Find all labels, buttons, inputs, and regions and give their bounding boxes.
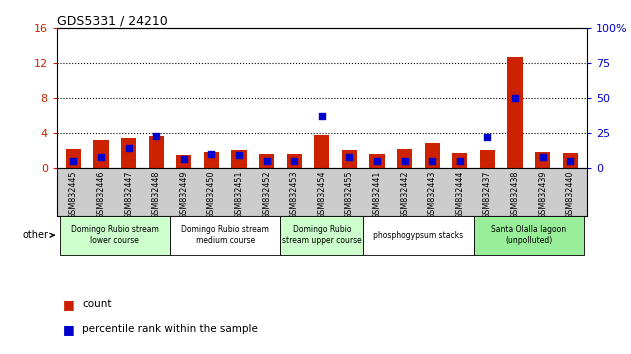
Text: GSM832441: GSM832441 — [372, 170, 382, 218]
Text: GSM832451: GSM832451 — [235, 170, 244, 219]
Point — [317, 113, 327, 119]
Text: GSM832443: GSM832443 — [428, 170, 437, 218]
Point — [345, 154, 355, 159]
Bar — [121, 138, 136, 168]
Point — [179, 156, 189, 162]
Text: other: other — [23, 230, 54, 240]
Bar — [480, 150, 495, 168]
Point — [372, 158, 382, 164]
Bar — [204, 152, 219, 168]
Text: GSM832444: GSM832444 — [456, 170, 464, 218]
Bar — [369, 154, 385, 168]
Point — [234, 152, 244, 158]
Bar — [452, 153, 468, 168]
Bar — [342, 150, 357, 168]
Point — [206, 151, 216, 156]
Text: GSM832453: GSM832453 — [290, 170, 298, 219]
Point — [68, 158, 78, 164]
Text: GSM832449: GSM832449 — [179, 170, 188, 219]
Text: GSM832445: GSM832445 — [69, 170, 78, 219]
Point — [124, 145, 134, 151]
Bar — [93, 140, 109, 168]
Text: Santa Olalla lagoon
(unpolluted): Santa Olalla lagoon (unpolluted) — [492, 225, 567, 245]
Text: phosphogypsum stacks: phosphogypsum stacks — [374, 231, 464, 240]
Text: GSM832455: GSM832455 — [345, 170, 354, 219]
Bar — [280, 216, 363, 255]
Text: count: count — [82, 299, 112, 309]
Text: GDS5331 / 24210: GDS5331 / 24210 — [57, 14, 168, 27]
Text: Domingo Rubio stream
lower course: Domingo Rubio stream lower course — [71, 225, 159, 245]
Bar — [59, 216, 170, 255]
Text: percentile rank within the sample: percentile rank within the sample — [82, 324, 258, 334]
Bar — [259, 154, 274, 168]
Text: GSM832439: GSM832439 — [538, 170, 547, 219]
Text: ■: ■ — [63, 298, 75, 311]
Bar — [535, 152, 550, 168]
Point — [151, 133, 162, 138]
Bar — [474, 216, 584, 255]
Bar — [563, 153, 578, 168]
Text: GSM832442: GSM832442 — [400, 170, 409, 219]
Text: GSM832447: GSM832447 — [124, 170, 133, 219]
Text: GSM832438: GSM832438 — [510, 170, 519, 218]
Point — [538, 154, 548, 159]
Bar — [148, 136, 164, 168]
Point — [427, 158, 437, 164]
Bar — [397, 149, 412, 168]
Text: GSM832454: GSM832454 — [317, 170, 326, 219]
Text: ■: ■ — [63, 323, 75, 336]
Bar — [507, 57, 522, 168]
Point — [399, 158, 410, 164]
Text: GSM832450: GSM832450 — [207, 170, 216, 219]
Text: GSM832440: GSM832440 — [566, 170, 575, 218]
Text: GSM832437: GSM832437 — [483, 170, 492, 219]
Bar — [425, 143, 440, 168]
Text: GSM832446: GSM832446 — [97, 170, 105, 218]
Bar — [176, 155, 191, 168]
Text: Domingo Rubio stream
medium course: Domingo Rubio stream medium course — [181, 225, 269, 245]
Text: GSM832452: GSM832452 — [262, 170, 271, 219]
Point — [455, 158, 465, 164]
Bar — [363, 216, 474, 255]
Point — [510, 95, 520, 101]
Bar — [314, 135, 329, 168]
Bar — [170, 216, 280, 255]
Bar — [66, 149, 81, 168]
Point — [483, 134, 493, 140]
Point — [565, 158, 575, 164]
Text: GSM832448: GSM832448 — [151, 170, 161, 218]
Text: Domingo Rubio
stream upper course: Domingo Rubio stream upper course — [282, 225, 362, 245]
Bar — [232, 150, 247, 168]
Point — [289, 158, 299, 164]
Point — [96, 154, 106, 159]
Bar — [286, 154, 302, 168]
Point — [262, 158, 272, 164]
